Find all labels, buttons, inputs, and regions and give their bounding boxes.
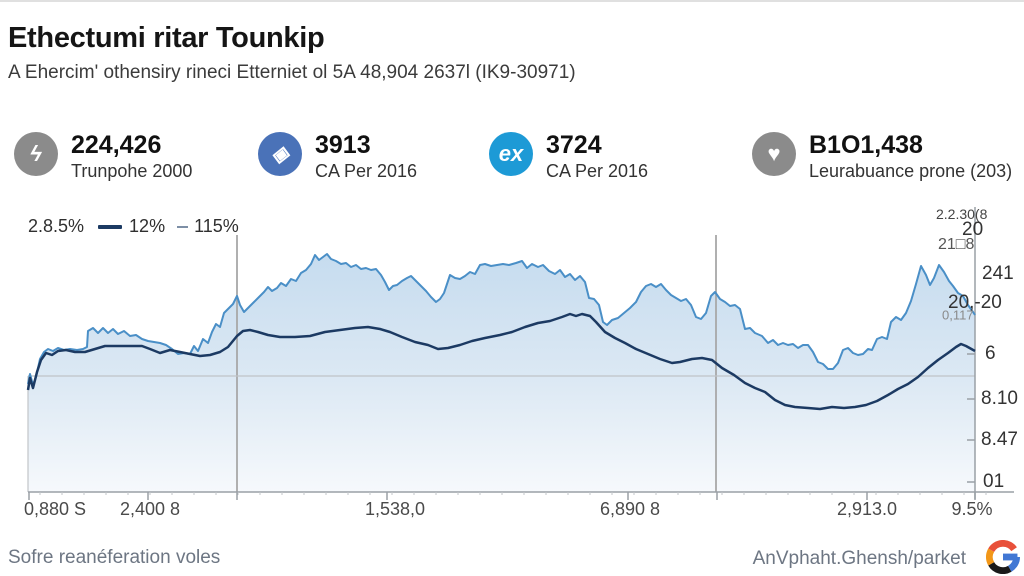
page-subtitle: A Ehercim' othensiry rineci Etterniet ol… bbox=[8, 62, 576, 83]
heart-icon-glyph: ♥ bbox=[767, 141, 781, 166]
x-axis-label: 1,538,0 bbox=[364, 499, 426, 519]
stat-card-1: ϟ 224,426 Trunpohe 2000 bbox=[14, 132, 192, 182]
y-axis-label: 8.47 bbox=[981, 429, 1018, 450]
stat-card-4: ♥ B1O1,438 Leurabuance prone (203) bbox=[752, 132, 1012, 182]
y-axis-label: 01 bbox=[983, 471, 1005, 492]
x-axis-label: 2,400 8 bbox=[119, 499, 181, 519]
y-axis-label: 8.10 bbox=[981, 388, 1018, 409]
legend-dash-thin bbox=[177, 225, 189, 228]
legend-item-2: 12% bbox=[129, 216, 166, 236]
legend-item-1: 2.8.5% bbox=[28, 216, 85, 236]
x-axis-label: 6,890 8 bbox=[599, 499, 661, 519]
stat-value: 224,426 bbox=[71, 131, 162, 159]
y-axis-label: 20,-20 bbox=[948, 292, 1002, 313]
bolt-icon: ϟ bbox=[14, 132, 58, 176]
x-axis-label: 2,913.0 bbox=[836, 499, 898, 519]
exchange-icon: ex bbox=[489, 132, 533, 176]
cube-icon: ◈ bbox=[258, 132, 302, 176]
legend-dash-thick bbox=[98, 224, 123, 229]
google-g-logo bbox=[986, 540, 1020, 574]
stat-value: 3913 bbox=[315, 131, 371, 159]
exchange-icon-glyph: ex bbox=[498, 141, 524, 166]
footer-credit-text: AnVphaht.Ghensh/parket bbox=[752, 548, 966, 569]
cube-icon-glyph: ◈ bbox=[271, 141, 289, 166]
y-axis-label: 241 bbox=[982, 263, 1014, 284]
x-axis-label: 0,880 S bbox=[23, 499, 87, 519]
y-axis-label: 0,117 bbox=[942, 307, 974, 323]
y-axis-label: 20 bbox=[962, 219, 984, 240]
bolt-icon-glyph: ϟ bbox=[30, 141, 42, 166]
page-title: Ethectumi ritar Tounkip bbox=[8, 22, 325, 54]
y-axis-label: 2.2.30(8 bbox=[936, 206, 988, 222]
legend-item-3: 115% bbox=[194, 216, 239, 236]
stat-card-2: ◈ 3913 CA Per 2016 bbox=[258, 132, 417, 182]
heart-icon: ♥ bbox=[752, 132, 796, 176]
y-axis-label: 6 bbox=[985, 343, 996, 364]
stat-value: 3724 bbox=[546, 131, 602, 159]
chart-legend: 2.8.5% 12% 115% bbox=[28, 216, 239, 237]
x-axis-label: 9.5% bbox=[951, 499, 993, 519]
stat-label: CA Per 2016 bbox=[546, 161, 649, 182]
stat-card-3: ex 3724 CA Per 2016 bbox=[489, 132, 648, 182]
stat-label: Trunpohe 2000 bbox=[71, 161, 193, 182]
stat-label: CA Per 2016 bbox=[315, 161, 418, 182]
stat-label: Leurabuance prone (203) bbox=[809, 161, 1013, 182]
footer-source-text: Sofre reanéferation voles bbox=[8, 547, 221, 568]
stat-value: B1O1,438 bbox=[809, 131, 923, 159]
y-axis-label: 21□8 bbox=[938, 236, 975, 253]
